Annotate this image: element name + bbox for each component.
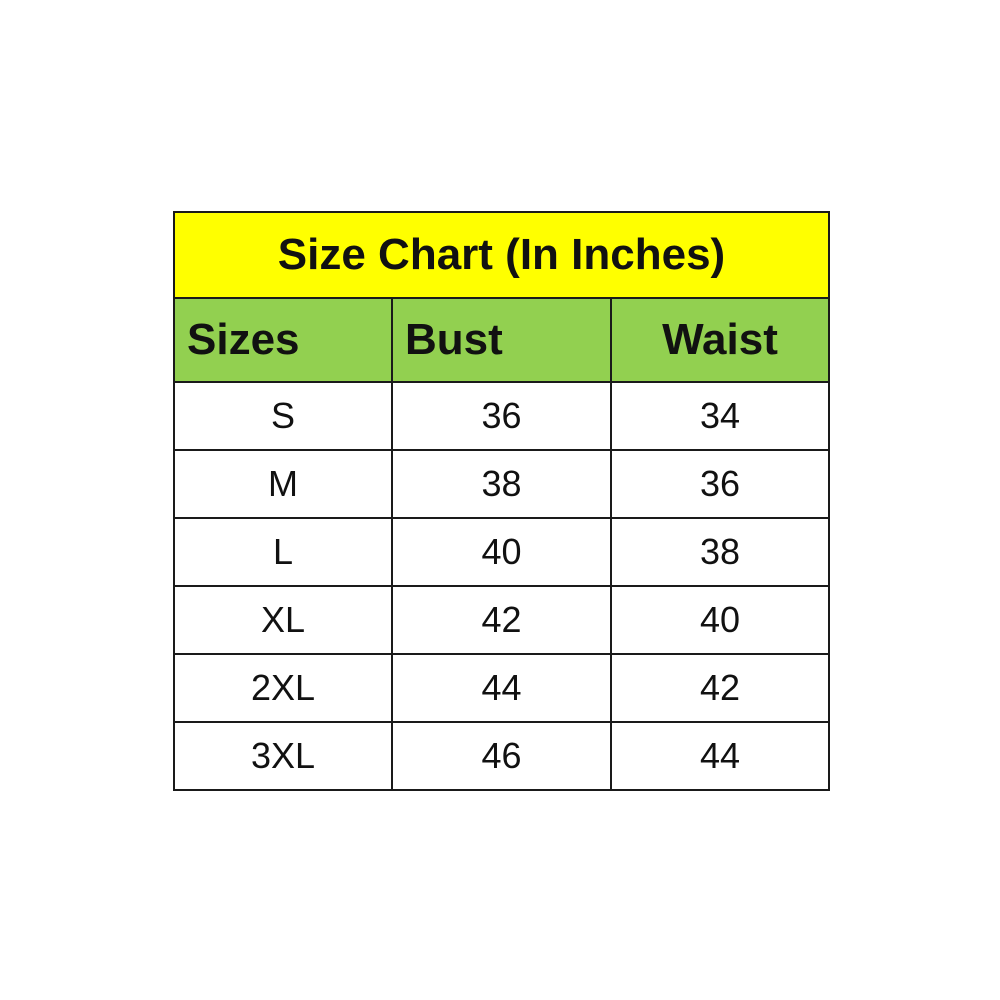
size-cell: L: [173, 517, 393, 587]
table-row: M 38 36: [173, 449, 830, 519]
table-row: 2XL 44 42: [173, 653, 830, 723]
waist-cell: 40: [610, 585, 830, 655]
bust-cell: 40: [391, 517, 612, 587]
header-bust: Bust: [391, 297, 612, 383]
waist-cell: 44: [610, 721, 830, 791]
size-chart-table: Size Chart (In Inches) Sizes Bust Waist …: [173, 211, 830, 791]
size-cell: S: [173, 381, 393, 451]
bust-cell: 46: [391, 721, 612, 791]
header-sizes: Sizes: [173, 297, 393, 383]
waist-cell: 38: [610, 517, 830, 587]
table-row: S 36 34: [173, 381, 830, 451]
size-cell: M: [173, 449, 393, 519]
table-row: 3XL 46 44: [173, 721, 830, 791]
header-waist: Waist: [610, 297, 830, 383]
waist-cell: 36: [610, 449, 830, 519]
bust-cell: 38: [391, 449, 612, 519]
header-row: Sizes Bust Waist: [173, 297, 830, 383]
waist-cell: 34: [610, 381, 830, 451]
table-row: L 40 38: [173, 517, 830, 587]
waist-cell: 42: [610, 653, 830, 723]
size-cell: XL: [173, 585, 393, 655]
bust-cell: 42: [391, 585, 612, 655]
table-title: Size Chart (In Inches): [173, 211, 830, 299]
size-cell: 2XL: [173, 653, 393, 723]
table-row: XL 42 40: [173, 585, 830, 655]
size-cell: 3XL: [173, 721, 393, 791]
bust-cell: 36: [391, 381, 612, 451]
bust-cell: 44: [391, 653, 612, 723]
